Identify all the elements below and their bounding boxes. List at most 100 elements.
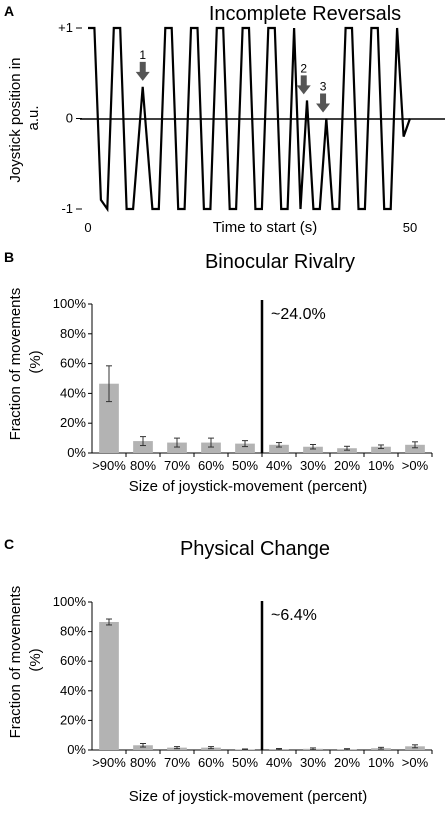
panel-a-line-chart: A Incomplete Reversals Joystick position… bbox=[4, 3, 445, 236]
panel-b-bar bbox=[201, 442, 221, 453]
panel-a-ytick-label: +1 bbox=[58, 20, 73, 35]
panel-c-error-bar bbox=[344, 748, 350, 751]
panel-a-marker-arrow-icon bbox=[296, 75, 311, 95]
panel-b-bar bbox=[303, 446, 323, 453]
panel-b-error-bar bbox=[208, 437, 214, 448]
panel-b-category-label: 70% bbox=[164, 458, 190, 473]
panel-a-letter: A bbox=[4, 3, 14, 19]
panel-b-ytick-label: 60% bbox=[60, 356, 86, 371]
panel-b-category-label: >90% bbox=[92, 458, 126, 473]
panel-b-error-bar bbox=[310, 444, 316, 450]
panel-a-marker-2: 2 bbox=[296, 61, 311, 95]
panel-b-error-bar bbox=[106, 365, 112, 403]
panel-b-error-bar bbox=[344, 445, 350, 451]
panel-b-xlabel: Size of joystick-movement (percent) bbox=[129, 478, 367, 495]
panel-b-ytick-label: 80% bbox=[60, 326, 86, 341]
panel-c-bar-chart: C Physical Change Fraction of movements … bbox=[4, 536, 433, 805]
panel-b-bar bbox=[405, 444, 425, 453]
panel-b-error-bar bbox=[242, 440, 248, 448]
panel-c-error-bar bbox=[310, 747, 316, 751]
panel-b-bar bbox=[235, 443, 255, 453]
panel-c-ytick-label: 80% bbox=[60, 624, 86, 639]
panel-a-markers: 1 23 bbox=[135, 48, 331, 113]
panel-c-error-bar bbox=[140, 742, 146, 748]
panel-c-category-label: 20% bbox=[334, 755, 360, 770]
panel-b-error-bar bbox=[378, 444, 384, 450]
panel-c-category-label: 30% bbox=[300, 755, 326, 770]
panel-b-ytick-label: 40% bbox=[60, 385, 86, 400]
panel-b-title: Binocular Rivalry bbox=[205, 251, 355, 273]
panel-c-category-label: >90% bbox=[92, 755, 126, 770]
panel-b-plot-area: 0% 20% 40% 60% 80% 100% >90% 80% 70% 60% 50% 40% 30%… bbox=[53, 296, 433, 473]
panel-b-bar bbox=[269, 444, 289, 453]
panel-c-ytick-label: 40% bbox=[60, 683, 86, 698]
panel-a-marker-arrow-icon bbox=[316, 93, 331, 113]
panel-c-category-label: 10% bbox=[368, 755, 394, 770]
panel-a-x-ticks: 0 50 bbox=[84, 220, 417, 235]
panel-b-bar bbox=[133, 441, 153, 453]
panel-b-category-label: 60% bbox=[198, 458, 224, 473]
panel-a-xtick-label: 50 bbox=[403, 220, 417, 235]
panel-b-ylabel: Fraction of movements (%) bbox=[7, 284, 44, 441]
panel-b-letter: B bbox=[4, 249, 14, 265]
panel-b-error-bar bbox=[140, 436, 146, 447]
panel-b-ytick-label: 20% bbox=[60, 415, 86, 430]
panel-b-error-bar bbox=[276, 442, 282, 448]
panel-b-category-label: 10% bbox=[368, 458, 394, 473]
panel-a-xtick-label: 0 bbox=[84, 220, 91, 235]
panel-c-error-bar bbox=[174, 746, 180, 750]
panel-c-ytick-label: 100% bbox=[53, 594, 87, 609]
panel-a-marker-1: 1 bbox=[135, 48, 150, 81]
panel-a-title: Incomplete Reversals bbox=[209, 3, 401, 25]
panel-c-error-bar bbox=[106, 618, 112, 626]
panel-a-ylabel: Joystick position in a.u. bbox=[7, 53, 42, 182]
panel-b-ytick-label: 0% bbox=[67, 445, 86, 460]
panel-b-bar-chart: B Binocular Rivalry Fraction of movement… bbox=[4, 249, 433, 495]
panel-b-error-bar bbox=[174, 437, 180, 448]
panel-c-category-label: 40% bbox=[266, 755, 292, 770]
panel-c-category-label: 50% bbox=[232, 755, 258, 770]
panel-c-xlabel: Size of joystick-movement (percent) bbox=[129, 788, 367, 805]
panel-c-error-bar bbox=[378, 746, 384, 750]
panel-b-category-label: 40% bbox=[266, 458, 292, 473]
panel-c-ytick-label: 0% bbox=[67, 742, 86, 757]
panel-a-ylabel-line1: Joystick position in bbox=[7, 58, 24, 183]
panel-a-y-ticks: +1 0 -1 bbox=[58, 20, 82, 216]
panel-c-bar bbox=[133, 745, 153, 750]
panel-a-marker-label: 3 bbox=[320, 80, 327, 94]
panel-c-plot-area: 0% 20% 40% 60% 80% 100% >90% 80% 70% 60% 50% 40% 30%… bbox=[53, 594, 433, 770]
panel-a-ytick-label: -1 bbox=[61, 201, 73, 216]
panel-b-ytick-label: 100% bbox=[53, 296, 87, 311]
panel-a-ylabel-line2: a.u. bbox=[25, 105, 42, 130]
panel-a-trace bbox=[88, 26, 412, 213]
panel-b-category-label: 80% bbox=[130, 458, 156, 473]
panel-c-letter: C bbox=[4, 536, 14, 552]
panel-c-category-label: 70% bbox=[164, 755, 190, 770]
panel-c-category-label: 80% bbox=[130, 755, 156, 770]
panel-c-category-label: 60% bbox=[198, 755, 224, 770]
panel-c-title: Physical Change bbox=[180, 538, 330, 560]
panel-a-marker-label: 2 bbox=[300, 61, 307, 75]
panel-b-bar bbox=[99, 383, 119, 453]
panel-c-ytick-label: 20% bbox=[60, 712, 86, 727]
panel-b-category-label: 50% bbox=[232, 458, 258, 473]
panel-c-bar bbox=[99, 621, 119, 750]
panel-c-category-label: >0% bbox=[402, 755, 429, 770]
panel-b-error-bar bbox=[412, 441, 418, 449]
panel-a-xlabel: Time to start (s) bbox=[213, 219, 317, 236]
panel-c-ylabel: Fraction of movements (%) bbox=[7, 582, 44, 739]
panel-c-error-bar bbox=[208, 746, 214, 750]
panel-a-ytick-label: 0 bbox=[66, 111, 73, 126]
panel-b-annotation: ~24.0% bbox=[271, 306, 326, 323]
panel-c-annotation: ~6.4% bbox=[271, 607, 317, 624]
panel-b-category-label: 30% bbox=[300, 458, 326, 473]
panel-b-category-label: >0% bbox=[402, 458, 429, 473]
panel-a-marker-arrow-icon bbox=[135, 61, 150, 81]
panel-a-marker-3: 3 bbox=[316, 80, 331, 113]
panel-a-marker-label: 1 bbox=[139, 48, 146, 62]
panel-c-ytick-label: 60% bbox=[60, 653, 86, 668]
panel-c-error-bar bbox=[276, 748, 282, 751]
panel-b-bar bbox=[371, 446, 391, 453]
panel-b-bar bbox=[167, 442, 187, 453]
